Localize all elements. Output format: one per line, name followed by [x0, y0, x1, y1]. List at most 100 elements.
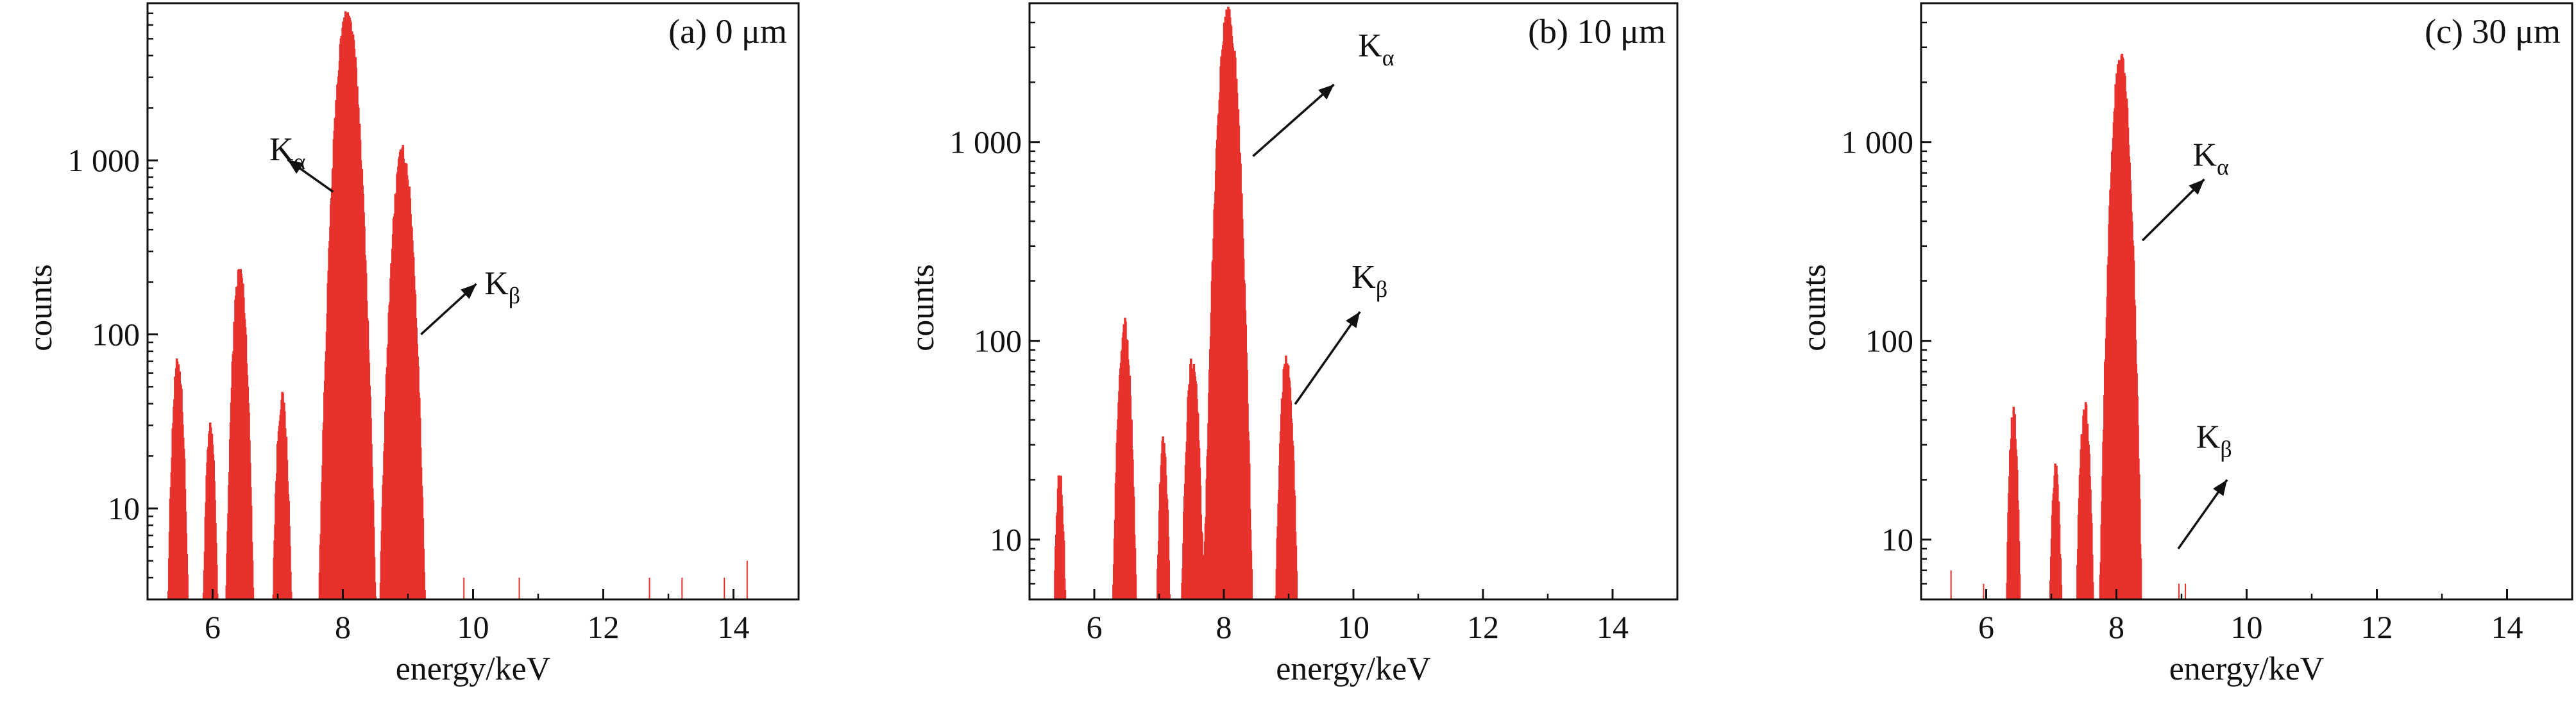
- peak-label-2: Kβ: [2196, 419, 2232, 462]
- annotation-arrow-head: [2189, 179, 2205, 195]
- x-axis-label: energy/keV: [1276, 651, 1431, 687]
- count-bar: [251, 587, 255, 599]
- sparse-count-6: [746, 560, 748, 599]
- x-tick-label: 14: [1597, 609, 1629, 645]
- count-bar: [1133, 548, 1137, 599]
- count-bar: [1295, 571, 1298, 599]
- x-tick-label: 10: [1337, 609, 1369, 645]
- peak-subscript: α: [1382, 45, 1394, 71]
- y-axis-label: counts: [1796, 264, 1833, 351]
- peak-subscript: β: [509, 283, 520, 308]
- y-tick-label: 1 000: [950, 124, 1022, 160]
- x-tick-label: 12: [588, 609, 620, 645]
- y-tick-label: 100: [1865, 323, 1913, 359]
- spectrum-panel-2: 6 8 10 12 14 10 100 1 000 energy/keV counts (b) 10…: [904, 2, 1679, 687]
- count-bar: [373, 556, 376, 599]
- count-bar: [423, 572, 425, 599]
- count-bar: [216, 593, 219, 599]
- count-bar: [1168, 594, 1171, 599]
- x-tick-label: 14: [2491, 609, 2523, 645]
- peak-symbol: K: [2196, 419, 2221, 455]
- annotation-arrow-head: [2213, 480, 2227, 496]
- peak-label-2: Kβ: [1352, 259, 1387, 302]
- x-tick-label: 8: [1216, 609, 1232, 645]
- spectrum-area-2: [1054, 6, 1298, 599]
- peak-subscript: β: [1376, 276, 1387, 302]
- sparse-count-2: [518, 578, 520, 599]
- count-bar: [2090, 555, 2094, 599]
- x-tick-label: 12: [1467, 609, 1499, 645]
- count-bar: [2059, 558, 2062, 599]
- annotation-arrow-head: [461, 283, 477, 299]
- panel-label: (a) 0 μm: [668, 12, 787, 51]
- annotation-arrow-line: [1252, 83, 1335, 157]
- count-bar: [289, 571, 292, 599]
- count-bar: [423, 590, 426, 599]
- peak-label-1: Kα: [2192, 137, 2229, 180]
- y-axis-label: counts: [22, 264, 59, 351]
- count-bar: [215, 564, 218, 599]
- sparse-count-5: [724, 578, 725, 599]
- count-bar: [2018, 574, 2021, 599]
- sparse-count-4: [681, 578, 683, 599]
- sparse-count-3: [648, 578, 650, 599]
- x-tick-label: 8: [2108, 609, 2124, 645]
- sparse-count-3: [2178, 583, 2180, 599]
- annotation-arrow-head: [1346, 312, 1360, 328]
- spectrum-area-1: [167, 11, 748, 599]
- spectrum-panel-3: 6 8 10 12 14 10 100 1 000 energy/keV counts (c) 30…: [1796, 2, 2573, 687]
- count-bar: [2017, 541, 2021, 599]
- x-tick-label: 14: [718, 609, 750, 645]
- sparse-count-1: [1950, 570, 1952, 599]
- annotation-arrow-head: [1318, 84, 1334, 100]
- sparse-count-2: [1983, 583, 1985, 599]
- x-tick-label: 6: [205, 609, 221, 645]
- annotation-arrow-line: [1294, 311, 1361, 405]
- peak-label-1: Kα: [269, 131, 306, 174]
- x-tick-label: 6: [1087, 609, 1103, 645]
- y-tick-label: 100: [974, 323, 1022, 359]
- count-bar: [1063, 589, 1067, 599]
- x-axis-label: energy/keV: [396, 651, 551, 687]
- count-bar: [1250, 569, 1253, 599]
- peak-symbol: K: [484, 265, 509, 302]
- count-bar: [2060, 584, 2063, 599]
- x-tick-label: 10: [457, 609, 489, 645]
- count-bar: [1062, 540, 1065, 599]
- y-tick-label: 10: [990, 522, 1022, 558]
- count-bar: [289, 592, 292, 599]
- count-bar: [1134, 574, 1137, 599]
- y-tick-label: 1 000: [1842, 124, 1914, 160]
- peak-subscript: α: [294, 149, 306, 174]
- sparse-count-4: [2185, 583, 2187, 599]
- panel-label: (b) 10 μm: [1528, 12, 1666, 51]
- count-bar: [251, 560, 254, 599]
- x-axis-label: energy/keV: [2169, 651, 2325, 687]
- count-bar: [2091, 582, 2094, 599]
- peak-subscript: β: [2220, 436, 2232, 462]
- peak-label-2: Kβ: [484, 265, 520, 308]
- sparse-count-1: [463, 578, 465, 599]
- y-axis-label: counts: [904, 264, 941, 351]
- x-tick-label: 10: [2231, 609, 2263, 645]
- x-tick-label: 8: [335, 609, 351, 645]
- count-bar: [374, 596, 377, 599]
- peak-subscript: α: [2217, 155, 2229, 180]
- spectrum-panel-1: 6 8 10 12 14 10 100 1 000 energy/keV counts (a) 0 …: [22, 2, 800, 687]
- panel-label: (c) 30 μm: [2425, 12, 2561, 51]
- spectrum-area-3: [1950, 53, 2187, 599]
- peak-symbol: K: [269, 131, 294, 168]
- y-tick-label: 10: [1881, 522, 1913, 558]
- count-bar: [1063, 578, 1066, 599]
- annotation-arrow-head: [287, 160, 304, 174]
- count-bar: [2139, 558, 2142, 599]
- y-tick-label: 10: [108, 490, 140, 526]
- peak-symbol: K: [2192, 137, 2217, 174]
- y-tick-label: 100: [92, 317, 140, 353]
- peak-label-1: Kα: [1358, 28, 1394, 71]
- y-tick-label: 1 000: [68, 142, 140, 178]
- count-bar: [1167, 560, 1171, 599]
- count-bar: [186, 574, 189, 599]
- x-tick-label: 12: [2361, 609, 2393, 645]
